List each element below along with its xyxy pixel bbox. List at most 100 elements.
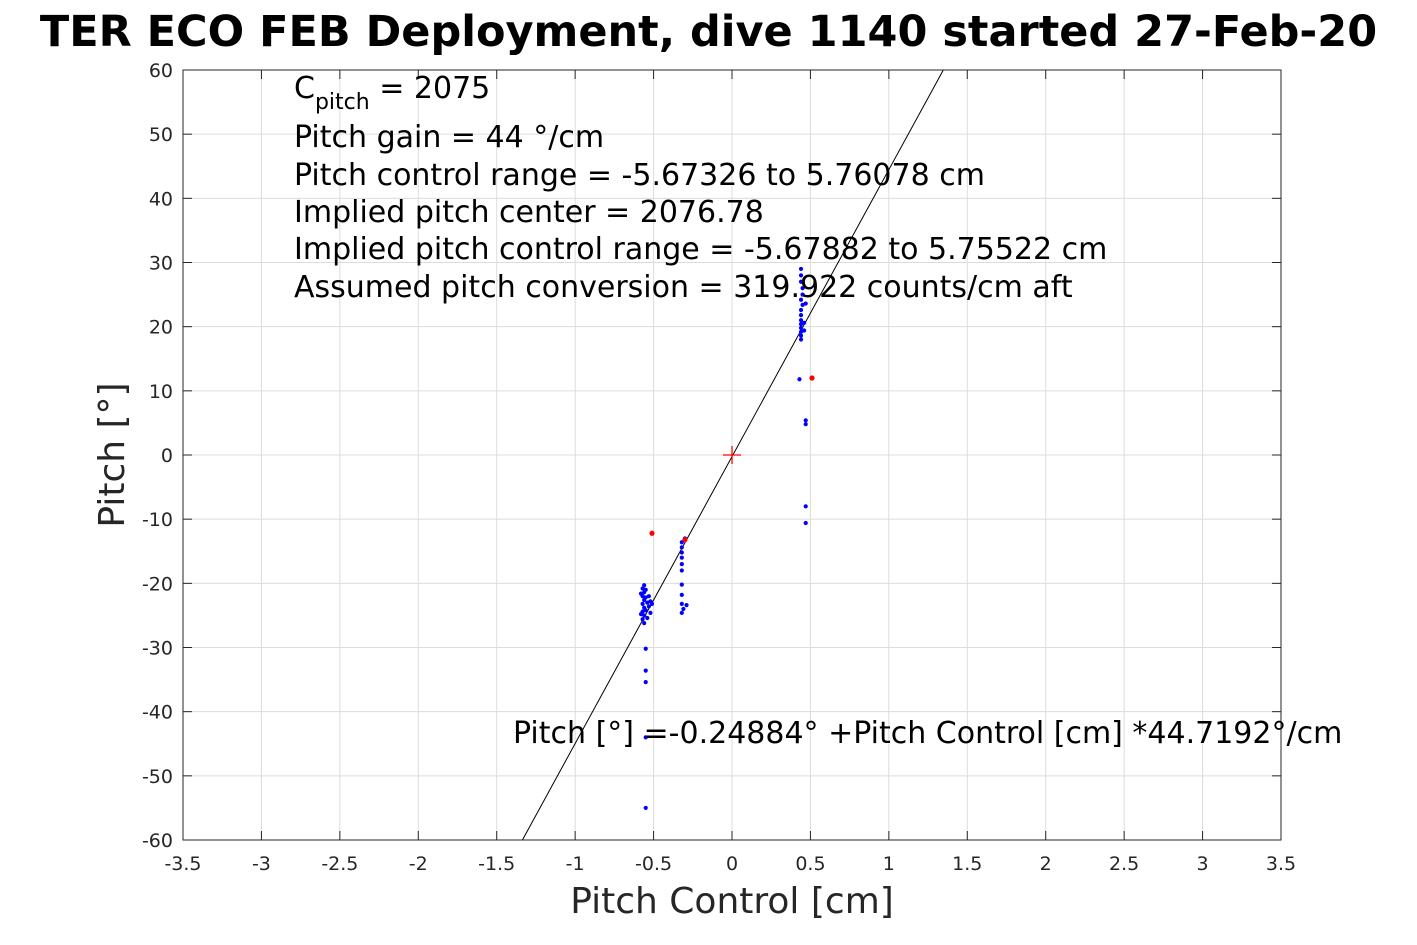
data-point: [798, 297, 804, 302]
pitch-gain-annotation: Pitch gain = 44 °/cm: [294, 120, 604, 155]
data-point: [798, 333, 804, 338]
data-point: [643, 646, 648, 651]
data-point: [679, 555, 684, 560]
data-point: [645, 600, 650, 605]
x-tick-label: 0.5: [795, 853, 825, 875]
data-point: [643, 668, 648, 673]
data-point: [798, 325, 804, 331]
c-pitch-annotation: Cpitch = 2075: [294, 71, 490, 115]
y-tick-label: 50: [149, 124, 173, 146]
data-point: [645, 615, 650, 621]
data-point: [798, 307, 804, 313]
x-tick-label: 0: [726, 853, 738, 875]
data-point: [649, 601, 655, 606]
y-tick-label: -60: [142, 830, 173, 852]
data-point: [648, 610, 653, 615]
data-point: [643, 587, 648, 592]
x-tick-label: -3: [252, 853, 271, 875]
chart-title: TER ECO FEB Deployment, dive 1140 starte…: [40, 7, 1377, 57]
y-axis-label: Pitch [°]: [92, 382, 133, 527]
data-point: [802, 320, 807, 325]
data-point: [803, 504, 808, 509]
data-point: [798, 318, 804, 323]
x-axis-ticks: -3.5 -3 -2.5 -2 -1.5 -1 -0.5 0 0.5 1 1.5 2 2.5 3 3.5: [164, 70, 1296, 875]
x-tick-label: -1: [566, 853, 585, 875]
implied-pitch-center-annotation: Implied pitch center = 2076.78: [294, 195, 764, 230]
y-tick-label: 60: [149, 60, 173, 82]
data-point: [798, 322, 804, 327]
center-marker-layer: [723, 446, 741, 464]
data-point: [681, 606, 686, 612]
data-point: [679, 582, 684, 587]
data-point: [679, 592, 684, 597]
data-point: [640, 586, 645, 591]
data-point: [643, 805, 648, 811]
implied-pitch-control-range-annotation: Implied pitch control range = -5.67882 t…: [294, 232, 1107, 267]
data-point: [802, 328, 807, 333]
data-point: [642, 583, 647, 588]
y-tick-label: 30: [149, 253, 173, 275]
data-point: [809, 375, 815, 381]
data-point: [679, 550, 684, 555]
data-points: [638, 266, 815, 811]
data-point: [646, 604, 651, 609]
y-tick-label: -40: [142, 702, 173, 724]
data-point: [679, 568, 684, 573]
x-tick-label: 2: [1040, 853, 1052, 875]
data-point: [803, 520, 808, 526]
data-point: [684, 603, 689, 608]
data-point: [803, 422, 808, 427]
data-point: [642, 621, 647, 626]
c-pitch-subscript: pitch: [315, 90, 370, 115]
data-point: [803, 418, 808, 423]
data-point: [803, 301, 808, 306]
x-tick-label: 2.5: [1109, 853, 1139, 875]
data-point: [646, 594, 651, 599]
y-tick-label: -30: [142, 638, 173, 660]
y-tick-label: -10: [142, 509, 173, 531]
data-point: [679, 610, 684, 615]
data-point: [800, 302, 805, 307]
c-pitch-value: = 2075: [370, 71, 491, 106]
data-point: [640, 601, 645, 606]
data-point: [800, 292, 805, 297]
data-point: [638, 591, 644, 596]
data-point: [649, 530, 655, 536]
data-point: [643, 735, 648, 740]
assumed-pitch-conversion-annotation: Assumed pitch conversion = 319.922 count…: [294, 270, 1073, 305]
data-point: [798, 313, 804, 318]
data-point: [798, 329, 804, 334]
y-tick-label: 10: [149, 381, 173, 403]
data-point: [800, 286, 805, 291]
calibration-annotation: Cpitch = 2075 Pitch gain = 44 °/cm Pitch…: [294, 71, 1107, 305]
data-point: [679, 545, 684, 550]
x-tick-label: 1: [883, 853, 895, 875]
data-point: [798, 266, 804, 272]
y-tick-label: 20: [149, 317, 173, 339]
x-axis-label: Pitch Control [cm]: [570, 881, 894, 922]
data-point: [682, 537, 688, 543]
data-point: [798, 279, 804, 284]
data-point: [679, 601, 684, 606]
data-point: [643, 595, 648, 600]
grid-lines: [182, 69, 1282, 841]
data-point: [798, 337, 804, 342]
x-tick-label: 3: [1197, 853, 1209, 875]
data-point: [643, 680, 648, 685]
y-tick-label: -20: [142, 573, 173, 595]
y-tick-label: -50: [142, 766, 173, 788]
data-point: [638, 612, 644, 617]
x-tick-label: 1.5: [952, 853, 982, 875]
x-tick-label: -2: [409, 853, 428, 875]
y-tick-label: 40: [149, 188, 173, 210]
data-point: [797, 377, 802, 382]
x-tick-label: -2.5: [321, 853, 358, 875]
y-tick-label: 0: [161, 445, 173, 467]
fit-equation-annotation: Pitch [°] =-0.24884° +Pitch Control [cm]…: [513, 716, 1342, 751]
x-tick-label: 3.5: [1266, 853, 1296, 875]
y-axis-ticks: 60 50 40 30 20 10 0 -10 -20 -30 -40 -50 -60: [142, 60, 1281, 852]
data-point: [679, 561, 684, 567]
x-tick-label: -0.5: [635, 853, 672, 875]
x-tick-label: -1.5: [478, 853, 515, 875]
